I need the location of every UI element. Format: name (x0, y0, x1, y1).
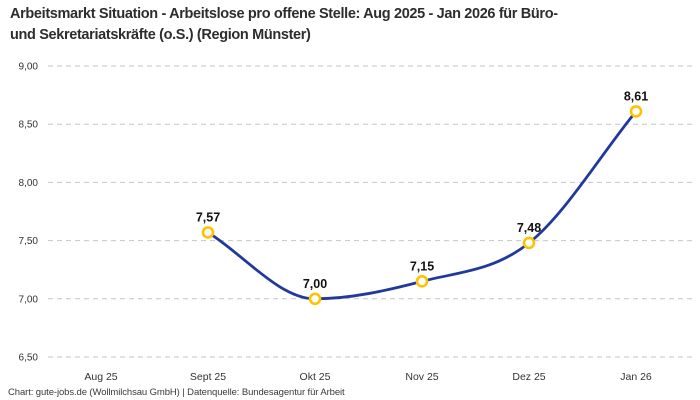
data-point-label: 7,57 (196, 210, 220, 224)
y-tick-label: 6,50 (19, 353, 39, 364)
data-point-marker[interactable] (201, 226, 215, 239)
y-tick-label: 8,50 (19, 120, 39, 131)
x-tick-label: Aug 25 (84, 371, 117, 383)
x-tick-label: Nov 25 (405, 371, 438, 383)
y-tick-label: 7,00 (19, 294, 39, 305)
data-point-label: 7,15 (410, 259, 434, 273)
chart-title-line1: Arbeitsmarkt Situation - Arbeitslose pro… (10, 6, 558, 22)
chart-attribution: Chart: gute-jobs.de (Wollmilchsau GmbH) … (8, 387, 345, 398)
x-tick-label: Sept 25 (190, 371, 226, 383)
x-tick-label: Okt 25 (300, 371, 331, 383)
data-point-marker[interactable] (522, 236, 536, 250)
y-tick-label: 9,00 (19, 62, 39, 73)
data-point-marker[interactable] (415, 275, 429, 288)
data-point-label: 8,61 (624, 89, 648, 103)
x-tick-label: Dez 25 (512, 371, 545, 383)
data-point-marker[interactable] (308, 292, 322, 306)
x-tick-label: Jan 26 (620, 371, 652, 383)
y-tick-label: 8,00 (19, 178, 39, 189)
y-tick-label: 7,50 (19, 236, 39, 247)
chart-title-line2: und Sekretariatskräfte (o.S.) (Region Mü… (10, 26, 311, 43)
chart-title: Arbeitsmarkt Situation - Arbeitslose pro… (10, 4, 695, 45)
data-point-marker[interactable] (629, 105, 643, 118)
data-point-label: 7,48 (517, 221, 541, 235)
data-point-label: 7,00 (303, 277, 327, 291)
